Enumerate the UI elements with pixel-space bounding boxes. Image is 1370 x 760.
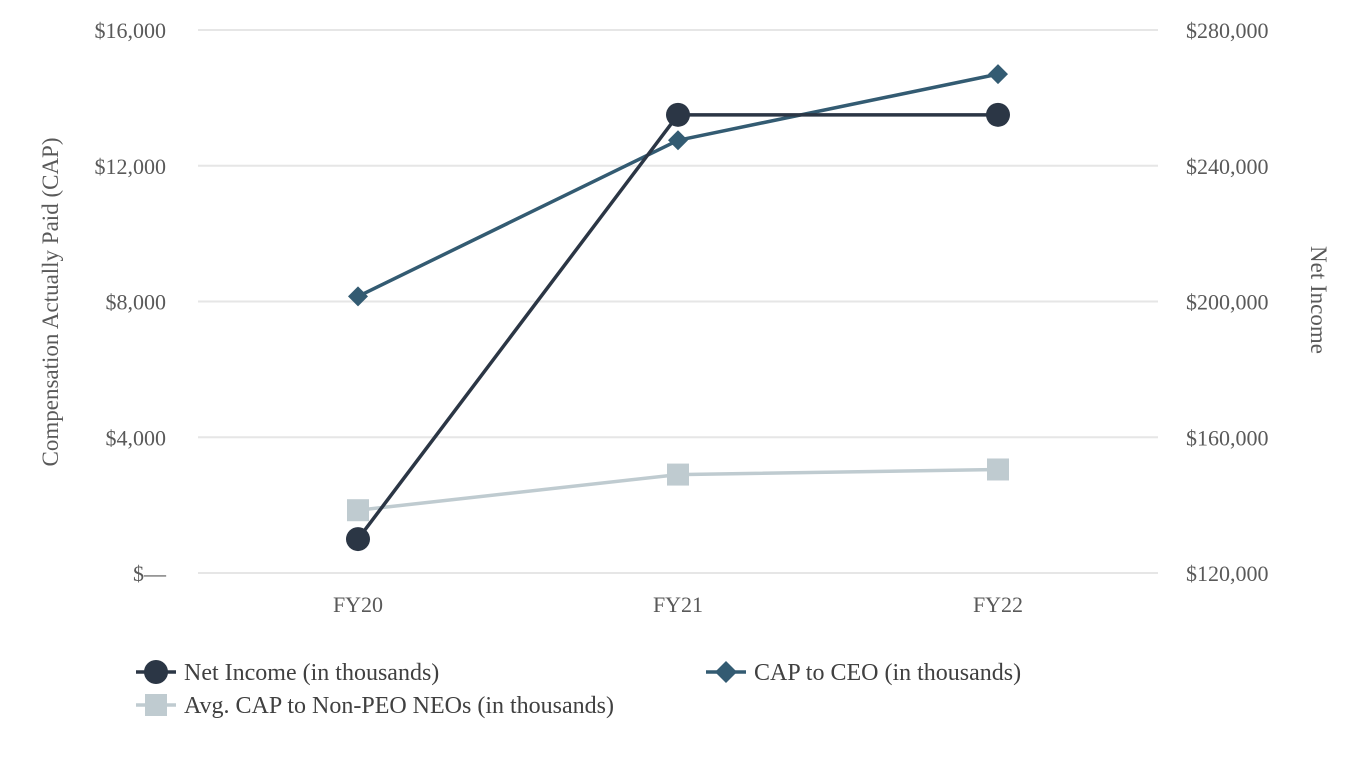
legend-item: Net Income (in thousands)	[136, 660, 439, 686]
data-point-circle	[986, 102, 1010, 127]
series-diamond	[348, 64, 1008, 307]
data-point-square	[987, 458, 1009, 481]
data-point-diamond	[668, 130, 688, 151]
left-axis-title: Compensation Actually Paid (CAP)	[38, 137, 63, 466]
data-point-circle	[346, 527, 370, 552]
right-axis-title: Net Income	[1306, 246, 1331, 354]
legend-label: CAP to CEO (in thousands)	[754, 660, 1021, 686]
right-tick-label: $120,000	[1186, 561, 1269, 586]
data-point-circle	[144, 660, 168, 684]
data-point-diamond	[988, 64, 1008, 85]
x-tick-label: FY20	[333, 592, 383, 617]
data-point-diamond	[715, 661, 737, 683]
right-axis-ticks: $120,000 $160,000 $200,000 $240,000 $280,000	[1186, 18, 1269, 586]
x-axis-ticks: FY20 FY21 FY22	[333, 592, 1023, 617]
series-square	[347, 458, 1009, 522]
left-axis-ticks: $— $4,000 $8,000 $12,000 $16,000	[95, 18, 168, 586]
x-tick-label: FY22	[973, 592, 1023, 617]
x-tick-label: FY21	[653, 592, 703, 617]
data-point-diamond	[348, 286, 368, 307]
legend-item: CAP to CEO (in thousands)	[706, 660, 1021, 686]
left-tick-label: $4,000	[106, 425, 167, 450]
right-tick-label: $200,000	[1186, 290, 1269, 315]
right-tick-label: $160,000	[1186, 425, 1269, 450]
data-point-circle	[666, 102, 690, 127]
left-tick-label: $16,000	[95, 18, 167, 43]
data-point-square	[347, 499, 369, 522]
data-point-square	[667, 463, 689, 486]
left-tick-label: $8,000	[106, 290, 167, 315]
legend-item: Avg. CAP to Non-PEO NEOs (in thousands)	[136, 693, 614, 719]
right-tick-label: $240,000	[1186, 154, 1269, 179]
legend-label: Avg. CAP to Non-PEO NEOs (in thousands)	[184, 693, 614, 719]
legend-label: Net Income (in thousands)	[184, 660, 439, 686]
data-point-square	[145, 694, 167, 716]
right-tick-label: $280,000	[1186, 18, 1269, 43]
legend: Net Income (in thousands) CAP to CEO (in …	[136, 660, 1021, 719]
left-tick-label: $12,000	[95, 154, 167, 179]
series-layer	[346, 64, 1010, 552]
left-tick-label: $—	[133, 561, 167, 586]
series-circle	[346, 102, 1010, 552]
